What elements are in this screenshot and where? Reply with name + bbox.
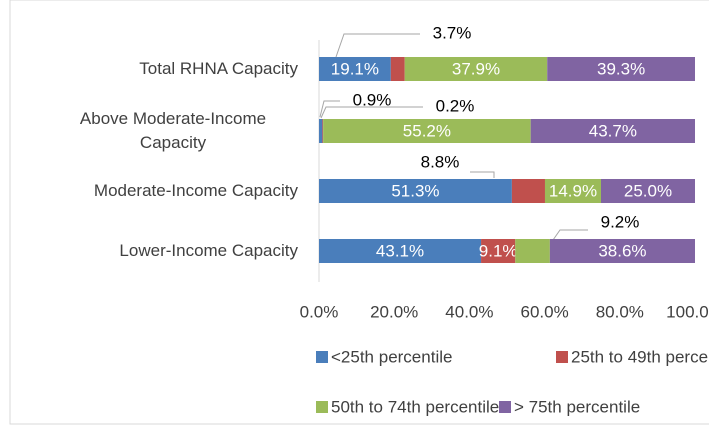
x-tick-label: 100.0% bbox=[666, 302, 709, 321]
legend-label: 50th to 74th percentile bbox=[331, 397, 499, 416]
category-text: Total RHNA Capacity bbox=[139, 59, 298, 78]
bar-segment bbox=[404, 57, 548, 81]
category-label: Moderate-Income Capacity bbox=[20, 151, 298, 231]
bar-segment bbox=[601, 179, 695, 203]
data-label: 37.9% bbox=[452, 59, 500, 78]
leader-line bbox=[335, 33, 420, 58]
category-label: Lower-Income Capacity bbox=[20, 211, 298, 291]
data-label: 9.2% bbox=[601, 212, 640, 231]
bar-segment bbox=[481, 239, 516, 263]
data-label: 0.9% bbox=[353, 90, 392, 109]
category-text: Moderate-Income Capacity bbox=[93, 181, 298, 200]
bar-segment bbox=[319, 57, 391, 81]
bar-segment bbox=[544, 179, 601, 203]
x-tick-label: 60.0% bbox=[520, 302, 568, 321]
category-label: Above Moderate-Income Capacity bbox=[20, 91, 298, 171]
data-label: 38.6% bbox=[598, 241, 646, 260]
bar-segment bbox=[530, 119, 695, 143]
chart-border bbox=[9, 0, 709, 425]
data-label: 43.7% bbox=[589, 121, 637, 140]
bar-segment bbox=[319, 239, 482, 263]
leader-line bbox=[319, 100, 340, 118]
bar-segment bbox=[549, 239, 695, 263]
bar-segment bbox=[547, 57, 695, 81]
data-label: 43.1% bbox=[376, 241, 424, 260]
bar-segment bbox=[319, 179, 512, 203]
data-label: 0.2% bbox=[436, 96, 475, 115]
bar-segment bbox=[323, 119, 531, 143]
legend-swatch bbox=[499, 401, 511, 413]
data-label: 39.3% bbox=[597, 59, 645, 78]
data-label: 9.1% bbox=[479, 241, 518, 260]
leader-line bbox=[552, 229, 588, 241]
x-tick-label: 20.0% bbox=[370, 302, 418, 321]
legend-swatch bbox=[556, 351, 568, 363]
x-tick-label: 80.0% bbox=[596, 302, 644, 321]
x-tick-label: 40.0% bbox=[445, 302, 493, 321]
bar-segment bbox=[322, 119, 324, 143]
data-label: 14.9% bbox=[549, 181, 597, 200]
leader-line bbox=[320, 106, 423, 119]
bar-segment bbox=[511, 179, 545, 203]
category-text: Above Moderate-Income Capacity bbox=[79, 109, 267, 152]
legend-swatch bbox=[316, 351, 328, 363]
leader-line bbox=[470, 171, 495, 178]
data-label: 25.0% bbox=[624, 181, 672, 200]
category-label: Total RHNA Capacity bbox=[20, 29, 298, 109]
bar-segment bbox=[515, 239, 550, 263]
bar-segment bbox=[390, 57, 405, 81]
legend-swatch bbox=[316, 401, 328, 413]
legend-label: <25th percentile bbox=[331, 347, 452, 366]
data-label: 8.8% bbox=[421, 152, 460, 171]
category-text: Lower-Income Capacity bbox=[119, 241, 298, 260]
data-label: 51.3% bbox=[391, 181, 439, 200]
bar-segment bbox=[319, 119, 323, 143]
x-tick-label: 0.0% bbox=[300, 302, 339, 321]
data-label: 55.2% bbox=[403, 121, 451, 140]
data-label: 19.1% bbox=[331, 59, 379, 78]
legend-label: 25th to 49th percentile bbox=[571, 347, 709, 366]
data-label: 3.7% bbox=[433, 23, 472, 42]
legend-label: > 75th percentile bbox=[514, 397, 640, 416]
